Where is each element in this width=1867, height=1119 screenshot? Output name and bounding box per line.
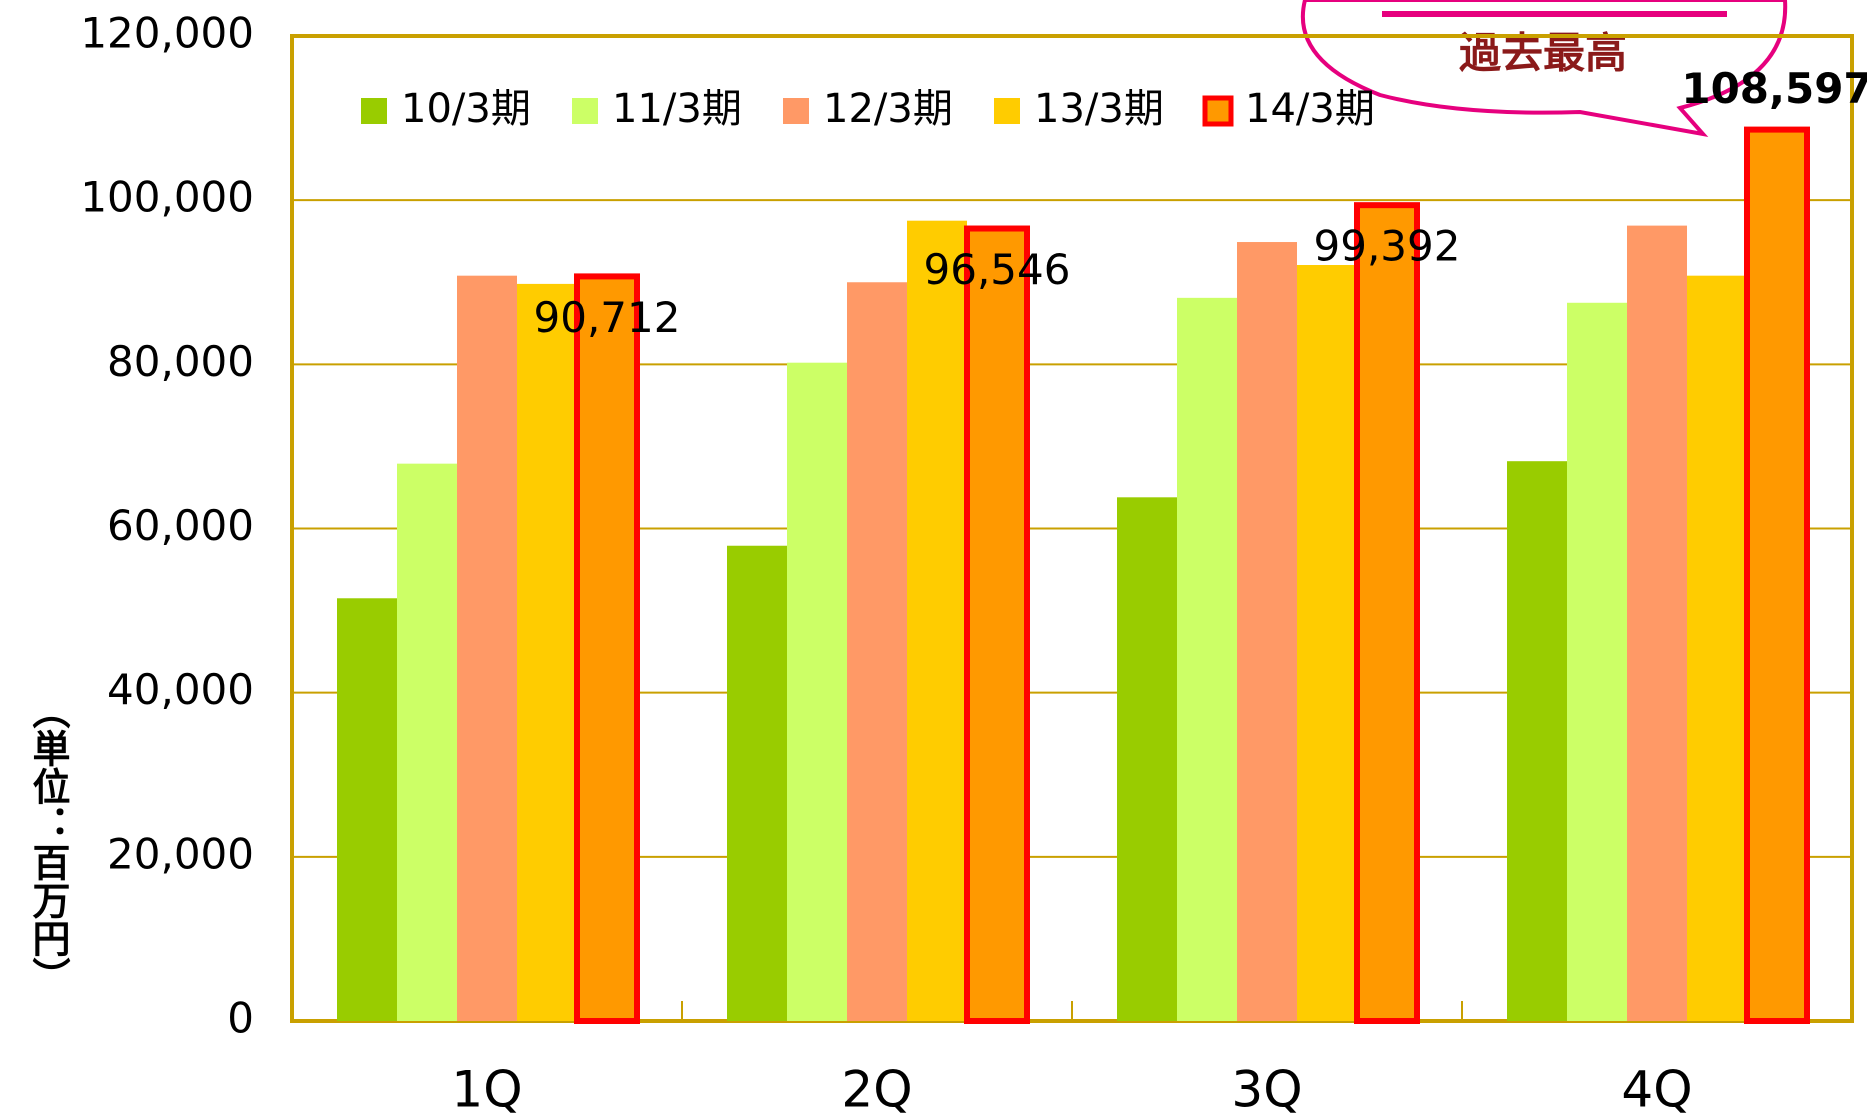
y-axis-label: （単位：百万円） — [26, 691, 70, 995]
x-tick-label: 4Q — [1621, 1061, 1692, 1119]
legend-label: 11/3期 — [612, 86, 742, 132]
value-label: 108,597 — [1681, 64, 1867, 113]
bar — [787, 362, 847, 1022]
bar — [1177, 297, 1237, 1021]
bar — [1117, 497, 1177, 1021]
bar — [907, 220, 967, 1021]
bar — [457, 275, 517, 1021]
legend-label: 12/3期 — [823, 86, 953, 132]
bar — [1627, 225, 1687, 1022]
y-tick-label: 0 — [227, 994, 254, 1043]
bar — [964, 225, 1030, 1024]
bar — [1297, 265, 1357, 1021]
callout-bubble — [1300, 0, 1788, 137]
legend-swatch — [361, 98, 387, 124]
bar — [1354, 202, 1420, 1024]
legend-swatch — [783, 98, 809, 124]
legend-label: 10/3期 — [401, 86, 531, 132]
value-label: 90,712 — [534, 293, 681, 342]
legend-swatch — [1202, 95, 1234, 127]
y-tick-label: 80,000 — [107, 337, 254, 386]
value-label: 99,392 — [1314, 222, 1461, 271]
legend-swatch — [994, 98, 1020, 124]
y-tick-label: 20,000 — [107, 829, 254, 878]
y-tick-label: 40,000 — [107, 665, 254, 714]
bar — [1744, 126, 1810, 1025]
bar — [574, 273, 640, 1025]
bar — [337, 598, 397, 1021]
bar — [1687, 275, 1747, 1021]
bar — [1507, 461, 1567, 1022]
x-tick-label: 3Q — [1231, 1061, 1302, 1119]
bar — [847, 282, 907, 1021]
y-tick-label: 100,000 — [80, 173, 254, 222]
y-tick-label: 60,000 — [107, 501, 254, 550]
bar — [397, 463, 457, 1021]
legend-swatch — [572, 98, 598, 124]
bar — [1237, 242, 1297, 1021]
legend-label: 13/3期 — [1034, 86, 1164, 132]
y-tick-label: 120,000 — [80, 9, 254, 58]
x-tick-label: 1Q — [451, 1061, 522, 1119]
legend-label: 14/3期 — [1245, 86, 1375, 132]
x-tick-label: 2Q — [841, 1061, 912, 1119]
value-label: 96,546 — [924, 245, 1071, 294]
bar — [517, 283, 577, 1021]
bar — [1567, 302, 1627, 1021]
bar — [727, 545, 787, 1021]
